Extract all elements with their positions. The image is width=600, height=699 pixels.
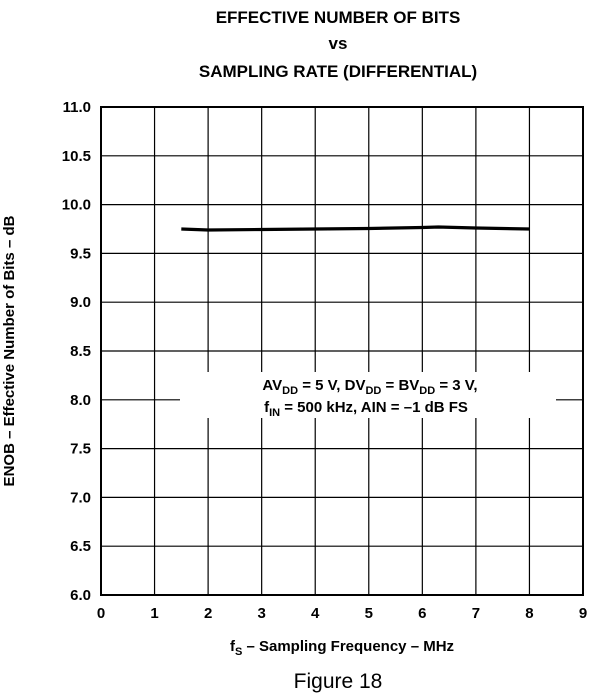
y-tick-label: 7.0 xyxy=(70,489,91,506)
x-tick-label: 9 xyxy=(579,605,587,622)
y-tick-label: 8.5 xyxy=(70,343,91,360)
x-axis-label: fS – Sampling Frequency – MHz xyxy=(230,638,454,658)
x-tick-label: 4 xyxy=(311,605,320,622)
y-tick-label: 10.0 xyxy=(62,197,91,214)
plot-frame xyxy=(100,106,584,596)
x-tick-label: 5 xyxy=(365,605,373,622)
x-tick-label: 1 xyxy=(150,605,158,622)
figure-caption: Figure 18 xyxy=(294,670,383,693)
y-tick-label: 6.0 xyxy=(70,587,91,604)
chart-title-line-3: SAMPLING RATE (DIFFERENTIAL) xyxy=(199,62,477,81)
y-tick-label: 8.0 xyxy=(70,392,91,409)
chart-title-line-1: EFFECTIVE NUMBER OF BITS xyxy=(216,8,461,27)
y-tick-label: 9.5 xyxy=(70,245,91,262)
x-tick-labels: 0 1 2 3 4 5 6 7 8 9 xyxy=(97,605,587,622)
series-line xyxy=(181,225,530,232)
y-tick-label: 6.5 xyxy=(70,538,91,555)
y-axis-label: ENOB – Effective Number of Bits – dB xyxy=(1,215,18,486)
x-tick-label: 7 xyxy=(472,605,480,622)
y-tick-label: 7.5 xyxy=(70,441,91,458)
annotation-background xyxy=(180,372,556,418)
y-tick-label: 10.5 xyxy=(62,148,91,165)
x-tick-label: 6 xyxy=(418,605,426,622)
chart-title-line-2: vs xyxy=(329,34,348,53)
x-tick-label: 8 xyxy=(525,605,533,622)
x-tick-label: 0 xyxy=(97,605,105,622)
x-tick-label: 3 xyxy=(257,605,265,622)
series-layer xyxy=(181,225,530,232)
annotation-line-1: AVDD = 5 V, DVDD = BVDD = 3 V, xyxy=(262,377,477,397)
grid xyxy=(100,106,584,596)
annotation-line-2: fIN = 500 kHz, AIN = –1 dB FS xyxy=(264,399,468,419)
condition-annotation: AVDD = 5 V, DVDD = BVDD = 3 V, fIN = 500… xyxy=(180,372,556,419)
y-tick-labels: 6.0 6.5 7.0 7.5 8.0 8.5 9.0 9.5 10.0 10.5 11.0 xyxy=(62,99,91,604)
y-tick-label: 9.0 xyxy=(70,294,91,311)
x-tick-label: 2 xyxy=(204,605,212,622)
y-tick-label: 11.0 xyxy=(63,99,91,116)
chart-title: EFFECTIVE NUMBER OF BITS vs SAMPLING RAT… xyxy=(199,8,477,81)
